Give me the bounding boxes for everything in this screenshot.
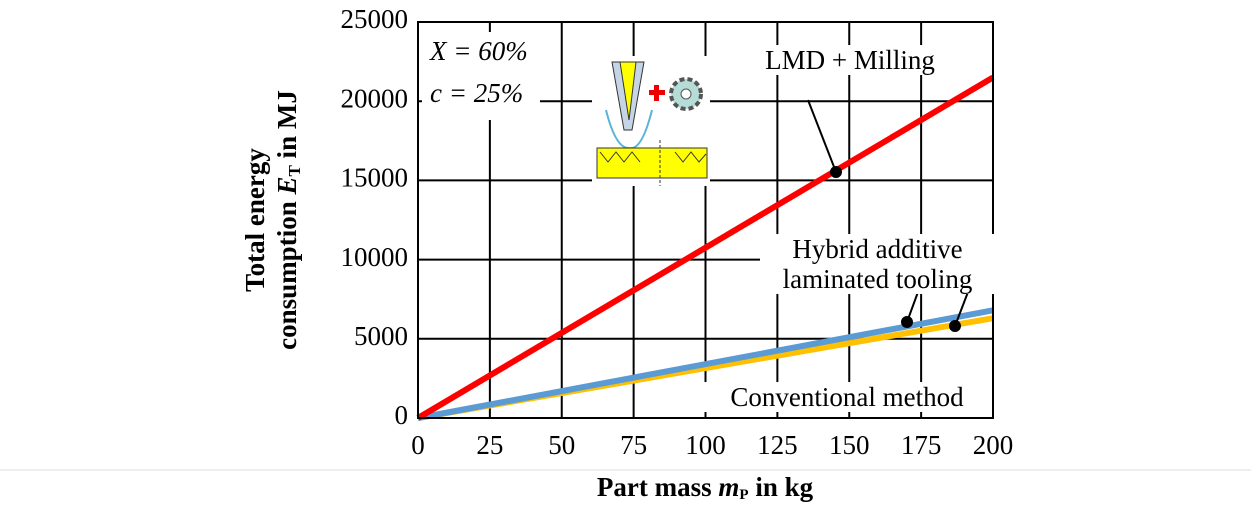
y-tick-label: 20000	[341, 83, 409, 113]
series-label: Conventional method	[702, 382, 992, 412]
x-tick-label: 25	[476, 430, 503, 460]
y-label-part: in MJ	[272, 90, 302, 165]
x-tick-label: 0	[411, 430, 425, 460]
annotation: X = 60%	[429, 36, 528, 66]
y-tick-label: 15000	[341, 163, 409, 193]
x-tick-label: 50	[548, 430, 575, 460]
y-tick-label: 10000	[341, 242, 409, 272]
y-tick-label: 25000	[341, 4, 409, 34]
x-tick-label: 75	[620, 430, 647, 460]
process-icon	[592, 56, 710, 186]
x-tick-label: 150	[829, 430, 870, 460]
annotation-bg	[422, 32, 540, 120]
series-line	[417, 307, 994, 421]
y-label-part: T	[285, 165, 304, 177]
x-label-part: in kg	[749, 472, 814, 502]
x-tick-label: 100	[685, 430, 726, 460]
y-tick-label: 5000	[354, 321, 408, 351]
leaders	[807, 99, 969, 332]
x-tick-label: 175	[901, 430, 942, 460]
annotation: c = 25%	[430, 78, 523, 108]
y-axis-title: Total energy consumption ET in MJ	[240, 90, 304, 350]
series-label: Hybrid additive laminated tooling	[760, 234, 995, 294]
x-tick-label: 125	[757, 430, 798, 460]
series-line	[416, 74, 995, 421]
y-label-line: consumption ET in MJ	[272, 90, 304, 350]
x-label-part: Part mass	[597, 472, 718, 502]
y-label-line: Total energy	[240, 148, 270, 292]
series-label: LMD + Milling	[735, 45, 965, 75]
x-label-part: P	[739, 487, 748, 503]
x-axis-title: Part mass mP in kg	[597, 472, 814, 503]
y-label-part: consumption	[272, 195, 302, 350]
y-label-part: E	[272, 177, 302, 196]
x-label-part: m	[718, 472, 739, 502]
plot-frame	[417, 21, 994, 419]
x-tick-label: 200	[973, 430, 1014, 460]
y-tick-label: 0	[395, 400, 409, 430]
